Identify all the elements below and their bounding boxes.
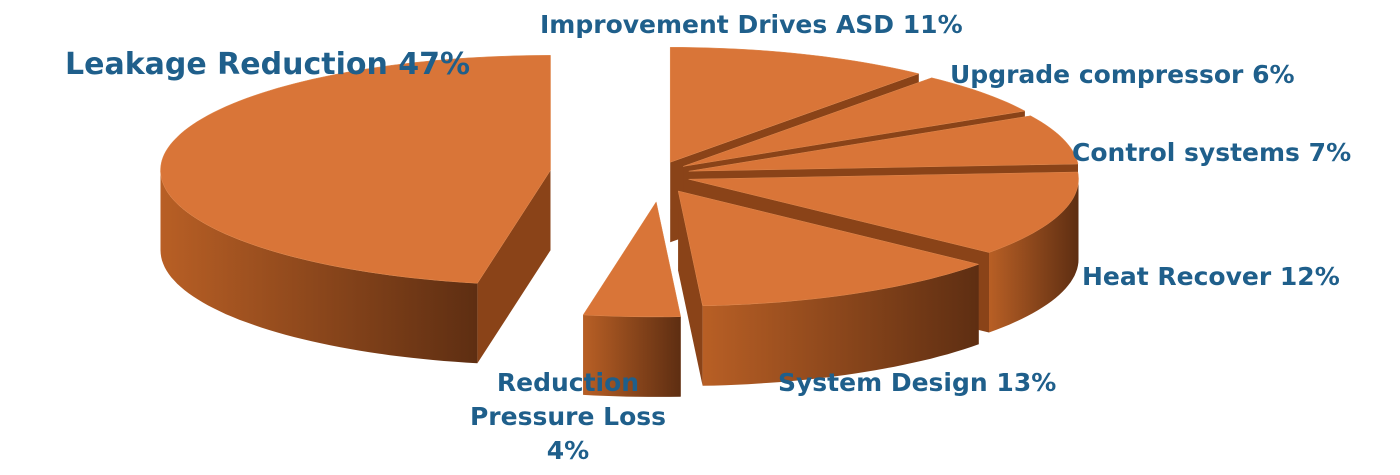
- value-label: 12%: [1279, 262, 1340, 291]
- slice: [677, 190, 980, 386]
- slice-top: [669, 47, 920, 163]
- slice-side: [989, 179, 1079, 333]
- slice-side: [160, 170, 478, 364]
- value-label: 13%: [996, 368, 1057, 397]
- category-name: Leakage Reduction: [65, 47, 388, 82]
- slice-top: [688, 115, 1079, 172]
- slice-top: [688, 171, 1079, 253]
- value-label: 6%: [1252, 60, 1295, 89]
- slice-top: [683, 77, 1026, 167]
- slice-label: Leakage Reduction 47%: [65, 48, 470, 82]
- value-label: 11%: [902, 10, 963, 39]
- slice-top: [582, 201, 682, 318]
- slice-top: [677, 190, 980, 307]
- slice: [160, 55, 551, 364]
- category-name: Control systems: [1072, 138, 1300, 167]
- slice-top: [160, 55, 551, 284]
- slice-label: Improvement Drives ASD 11%: [540, 8, 963, 42]
- slice: [582, 201, 682, 397]
- slice-label: Heat Recover 12%: [1082, 260, 1340, 294]
- value-label: 47%: [398, 47, 471, 82]
- slice-side: [702, 264, 979, 386]
- category-name: Improvement Drives ASD: [540, 10, 895, 39]
- category-name: System Design: [778, 368, 988, 397]
- category-name: Upgrade compressor: [950, 60, 1244, 89]
- slice-side: [583, 314, 681, 397]
- category-name: Heat Recover: [1082, 262, 1272, 291]
- value-label: 4%: [546, 436, 590, 465]
- slice-radial-wall: [477, 170, 551, 364]
- value-label: 7%: [1308, 138, 1352, 167]
- slice-label: Upgrade compressor 6%: [950, 58, 1295, 92]
- category-name: Reduction Pressure Loss: [469, 368, 667, 431]
- slice-label: Reduction Pressure Loss 4%: [468, 366, 668, 468]
- slice-label: System Design 13%: [778, 366, 1056, 400]
- slice-label: Control systems 7%: [1072, 136, 1351, 170]
- slice-radial-wall: [678, 191, 703, 386]
